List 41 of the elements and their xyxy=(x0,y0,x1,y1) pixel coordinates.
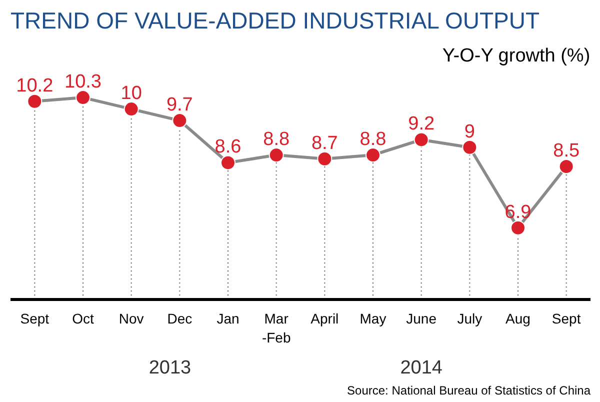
x-tick-label: April xyxy=(310,310,339,326)
data-label: 8.8 xyxy=(263,129,290,150)
point xyxy=(366,148,380,163)
x-tick-label: Sept xyxy=(20,310,50,326)
point xyxy=(510,220,526,236)
data-label: 10 xyxy=(120,83,142,104)
x-tick-label: Oct xyxy=(72,310,94,326)
x-tick-label: Sept xyxy=(552,310,581,326)
data-label: 10.3 xyxy=(64,72,102,93)
x-tick-label: Dec xyxy=(167,310,192,326)
point xyxy=(172,113,188,128)
text: 2013 xyxy=(148,358,192,378)
x-tick-label: June xyxy=(406,310,437,326)
data-label: 6.9 xyxy=(504,202,532,223)
data-label: 8.5 xyxy=(553,140,580,162)
chart-title: TREND OF VALUE-ADDED INDUSTRIAL OUTPUT xyxy=(10,8,540,34)
data-label: 9.7 xyxy=(166,94,193,116)
data-label: 9 xyxy=(464,121,475,142)
point xyxy=(124,102,139,117)
point xyxy=(76,90,90,106)
x-tick-label: May xyxy=(360,310,386,326)
text: 2014 xyxy=(400,358,443,378)
x-tick-label: July xyxy=(457,310,482,326)
point xyxy=(27,94,42,109)
x-tick-label: Mar -Feb xyxy=(262,310,291,346)
point xyxy=(414,132,429,148)
data-label: 10.2 xyxy=(16,75,54,96)
data-label: 8.8 xyxy=(360,129,386,150)
point xyxy=(317,151,332,166)
point xyxy=(462,140,478,155)
point xyxy=(558,159,574,174)
x-tick-label: Nov xyxy=(118,310,144,326)
point xyxy=(220,155,236,170)
x-tick-label: Aug xyxy=(506,310,530,326)
x-tick-label: Jan xyxy=(216,310,240,326)
data-label: 8.6 xyxy=(214,136,242,158)
data-label: 9.2 xyxy=(408,114,435,135)
chart-subtitle: Y-O-Y growth (%) xyxy=(442,46,590,66)
point xyxy=(268,148,284,163)
source-note: Source: National Bureau of Statistics of China xyxy=(347,384,591,398)
data-label: 8.7 xyxy=(311,132,338,154)
